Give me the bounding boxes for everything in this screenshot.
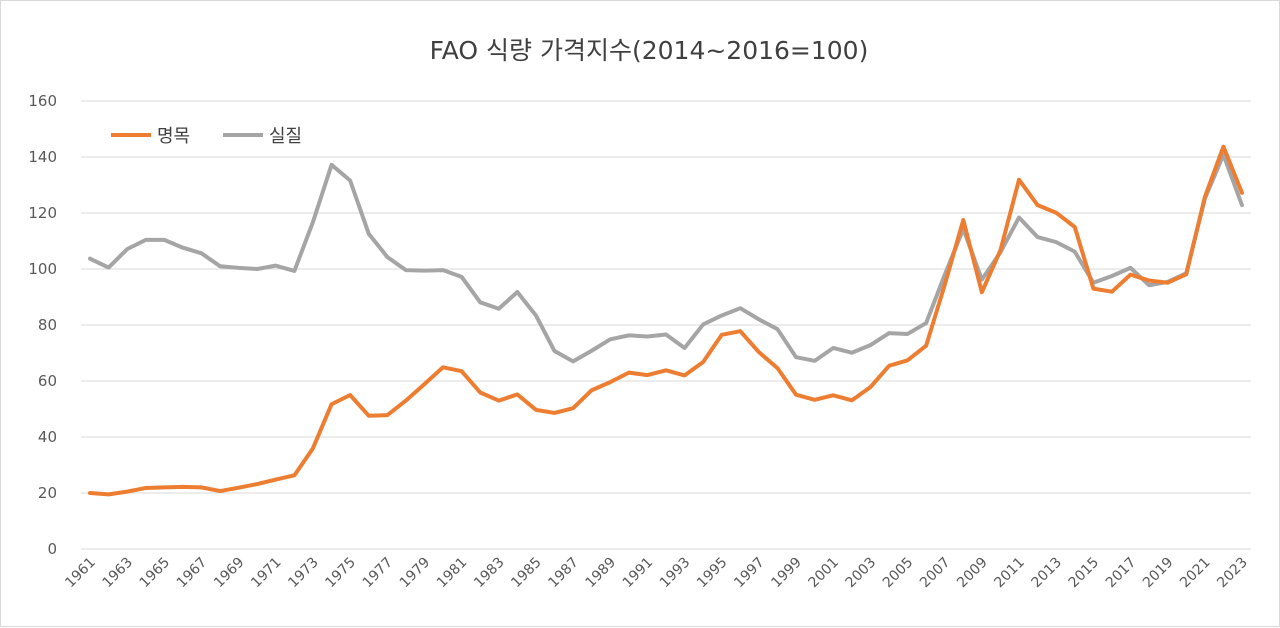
y-tick-label: 160 [28,92,57,110]
legend-label-real: 실질 [269,126,302,147]
x-tick-label: 1989 [583,555,620,592]
chart-title: FAO 식량 가격지수(2014~2016=100) [430,36,869,65]
x-axis-ticks: 1961 1963 1965 1967 1969 1971 1973 1975 1977 1979… [62,555,1251,592]
series-lines [88,144,1244,497]
x-tick-label: 1975 [322,555,359,592]
legend-label-nominal: 명목 [157,126,190,147]
x-tick-label: 2021 [1177,555,1214,592]
x-tick-label: 2017 [1103,555,1140,592]
legend: 명목 실질 [111,126,302,147]
x-tick-label: 1967 [174,555,211,592]
y-tick-label: 140 [28,148,57,166]
gridlines [81,100,1251,550]
x-tick-label: 2001 [806,555,843,592]
x-tick-label: 2011 [991,555,1028,592]
x-tick-label: 1961 [62,555,99,592]
x-tick-label: 1965 [137,555,174,592]
x-tick-label: 2013 [1029,555,1066,592]
y-tick-label: 60 [38,372,57,390]
x-tick-label: 1999 [768,555,805,592]
series-line-nominal [88,144,1244,497]
x-tick-label: 1977 [360,555,397,592]
x-tick-label: 2019 [1140,555,1177,592]
x-tick-label: 1985 [508,555,545,592]
y-tick-label: 80 [38,316,57,334]
y-tick-label: 0 [47,540,57,558]
x-tick-label: 2015 [1066,555,1103,592]
x-tick-label: 1993 [657,555,694,592]
series-line-real [88,152,1244,364]
x-tick-label: 1995 [694,555,731,592]
x-tick-label: 1963 [99,555,136,592]
x-tick-label: 1979 [397,555,434,592]
y-tick-label: 20 [38,484,57,502]
x-tick-label: 1969 [211,555,248,592]
y-tick-label: 100 [28,260,57,278]
x-tick-label: 2009 [954,555,991,592]
x-tick-label: 1981 [434,555,471,592]
x-tick-label: 2003 [843,555,880,592]
x-tick-label: 1987 [545,555,582,592]
y-tick-label: 120 [28,204,57,222]
x-tick-label: 1971 [248,555,285,592]
x-tick-label: 2007 [917,555,954,592]
x-tick-label: 1991 [620,555,657,592]
x-tick-label: 1997 [731,555,768,592]
x-tick-label: 2023 [1214,555,1251,592]
x-tick-label: 1983 [471,555,508,592]
y-tick-label: 40 [38,428,57,446]
y-axis-ticks: 0 20 40 60 80 100 120 140 160 [28,92,57,558]
x-tick-label: 1973 [285,555,322,592]
x-tick-label: 2005 [880,555,917,592]
